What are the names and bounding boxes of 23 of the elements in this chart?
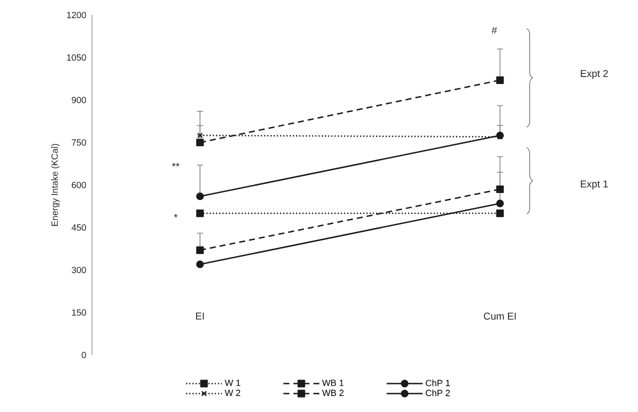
legend-label: ChP 1: [426, 380, 450, 386]
annotation: Expt 2: [580, 70, 608, 80]
annotation: **: [172, 162, 180, 166]
legend-label: ChP 2: [426, 390, 450, 396]
y-tick-label: 900: [72, 96, 86, 104]
x-tick-label: EI: [196, 312, 204, 320]
annotation: Expt 1: [580, 180, 608, 190]
y-tick-label: 1200: [67, 12, 86, 18]
legend-label: WB 1: [322, 380, 344, 386]
y-tick-label: 600: [72, 182, 86, 188]
legend-label: W 2: [224, 390, 240, 396]
y-tick-label: 1050: [67, 54, 86, 61]
legend-label: WB 2: [322, 390, 344, 396]
annotation: #: [492, 26, 498, 34]
y-tick-label: 750: [72, 139, 86, 146]
x-tick-label: Cum EI: [484, 312, 516, 320]
legend-label: W 1: [224, 380, 240, 386]
y-tick-label: 450: [72, 224, 86, 231]
y-tick-label: 150: [72, 309, 86, 316]
y-tick-label: 0: [82, 352, 86, 358]
y-axis-title: Energy Intake (KCal): [51, 144, 60, 226]
annotation: *: [174, 214, 178, 218]
y-tick-label: 300: [72, 266, 86, 274]
